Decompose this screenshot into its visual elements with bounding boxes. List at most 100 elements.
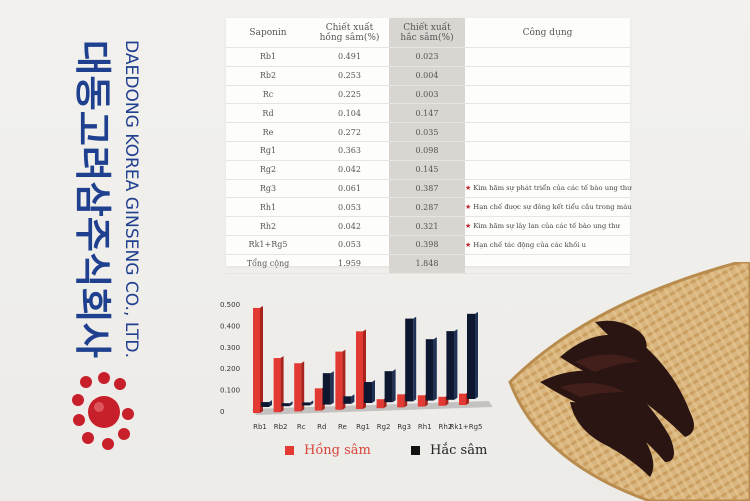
cell-hong: 0.491 <box>310 47 389 67</box>
table-row: Rg2 0.042 0.145 <box>226 160 630 180</box>
legend-label-hong: Hồng sâm <box>304 443 371 458</box>
cell-hac: 0.003 <box>389 85 465 105</box>
bar-hac-side <box>289 401 293 407</box>
table-row: Re 0.272 0.035 <box>226 122 630 142</box>
bar-hac-side <box>372 380 375 403</box>
cell-use <box>465 47 630 67</box>
legend-swatch-hong <box>285 446 294 455</box>
star-icon: ★ <box>465 240 472 249</box>
bar-hac <box>281 403 290 407</box>
bar-hong-side <box>342 349 346 410</box>
cell-use <box>465 85 630 105</box>
cell-hac: 0.147 <box>389 103 465 124</box>
cell-hac: 0.145 <box>389 160 465 180</box>
use-text: Hạn chế tác động của các khối u <box>473 240 586 249</box>
cell-hac: 0.398 <box>389 235 465 255</box>
bar-hong-side <box>301 361 305 412</box>
x-tick-label: Rb2 <box>274 423 288 431</box>
saponin-table-card: Saponin Chiết xuất hồng sâm(%) Chiết xuất… <box>226 18 632 274</box>
x-tick-label: Rb1 <box>253 423 267 431</box>
bar-hac <box>384 371 393 403</box>
use-text: Kìm hãm sự phát triển của các tế bào ung… <box>473 184 632 193</box>
y-tick-label: 0.300 <box>220 344 240 352</box>
bar-hong <box>438 396 446 406</box>
y-tick-label: 0.100 <box>220 387 240 395</box>
legend-swatch-hac <box>411 446 421 455</box>
cell-hong: 0.042 <box>310 160 389 180</box>
table-row: Rh1 0.053 0.287 ★ Hạn chế được sự đông kết t… <box>226 197 632 218</box>
header-hong: Chiết xuất hồng sâm(%) <box>310 18 389 48</box>
bar-hong <box>459 393 466 405</box>
cell-saponin: Rb2 <box>226 66 310 86</box>
bar-hong <box>253 307 260 413</box>
x-tick-label: Rh2 <box>439 423 453 431</box>
cell-hac: 0.321 <box>389 216 465 236</box>
table-total-row: Tổng cộng 1.959 1.848 <box>226 254 630 274</box>
cell-hong: 0.363 <box>310 141 389 161</box>
bar-hac-side <box>269 400 272 407</box>
cell-saponin: Rg1 <box>226 141 310 161</box>
bar-hong <box>294 363 302 412</box>
cell-use: ★ Kìm hãm sự lây lan của các tế bào ung t… <box>465 216 630 236</box>
cell-total-hong: 1.959 <box>310 254 389 274</box>
bar-hac <box>322 373 331 405</box>
star-icon: ★ <box>465 184 472 193</box>
y-tick-label: 0 <box>220 408 224 416</box>
cell-use <box>465 103 630 124</box>
cell-saponin: Re <box>226 122 310 142</box>
header-saponin: Saponin <box>226 18 310 48</box>
cell-use <box>465 160 630 180</box>
cell-saponin: Rg2 <box>226 160 310 180</box>
cell-hac: 0.098 <box>389 141 465 161</box>
x-tick-label: Rc <box>297 423 306 431</box>
x-tick-label: Rg1 <box>356 423 370 431</box>
bar-hac <box>446 331 455 400</box>
x-tick-label: Rd <box>317 423 326 431</box>
cell-saponin: Rc <box>226 85 310 105</box>
x-tick-label: Rk1+Rg5 <box>450 423 483 431</box>
table-row: Rb1 0.491 0.023 <box>226 47 630 67</box>
cell-use <box>465 122 630 142</box>
cell-use <box>465 141 630 161</box>
cell-hong: 0.061 <box>310 179 389 199</box>
cell-use: ★ Hạn chế được sự đông kết tiểu cầu trong… <box>465 197 632 218</box>
use-text: Hạn chế được sự đông kết tiểu cầu trong … <box>473 203 632 212</box>
bar-hac <box>302 402 311 406</box>
use-text: Kìm hãm sự lây lan của các tế bào ung th… <box>473 222 620 231</box>
cell-hac: 0.387 <box>389 179 465 199</box>
bar-hac <box>405 318 414 402</box>
y-tick-label: 0.400 <box>220 322 240 330</box>
table-row: Rg1 0.363 0.098 <box>226 141 630 161</box>
bar-hac-side <box>392 369 396 403</box>
cell-hac: 0.004 <box>389 66 465 86</box>
cell-hong: 0.042 <box>310 216 389 236</box>
bar-hong <box>397 394 405 408</box>
saponin-bar-chart: 0.500 0.400 0.300 0.200 0.100 0 Rb1 Rb2 Rc Rd Re Rg… <box>220 301 493 431</box>
cell-hong: 0.053 <box>310 235 389 255</box>
cell-use <box>465 66 630 86</box>
table-row: Rk1+Rg5 0.053 0.398 ★ Hạn chế tác động của c… <box>226 235 630 255</box>
star-icon: ★ <box>465 222 472 231</box>
cell-hong: 0.225 <box>310 85 389 105</box>
brand-logotype: 대동고려삼주식회사 DAEDONG KOREA GINSENG CO., LTD… <box>71 40 141 358</box>
cell-total-label: Tổng cộng <box>226 254 310 274</box>
x-tick-label: Rg2 <box>377 423 391 431</box>
cell-saponin: Rd <box>226 103 310 124</box>
table-header-row: Saponin Chiết xuất hồng sâm(%) Chiết xuất… <box>226 18 630 48</box>
legend-label-hac: Hắc sâm <box>430 443 488 458</box>
black-ginseng-basket-image <box>508 262 750 501</box>
bar-hac-side <box>330 371 334 405</box>
cell-saponin: Rb1 <box>226 47 310 67</box>
cell-hac: 0.023 <box>389 47 465 67</box>
x-tick-label: Rg3 <box>397 423 411 431</box>
bar-hong <box>376 399 384 409</box>
bar-hac <box>425 339 434 401</box>
bar-hac-side <box>310 400 314 406</box>
bar-hong <box>314 388 322 411</box>
table-row: Rc 0.225 0.003 <box>226 85 630 105</box>
cell-hong: 0.053 <box>310 197 389 218</box>
bar-hac-side <box>454 329 458 400</box>
brand-english-name: DAEDONG KOREA GINSENG CO., LTD. <box>121 40 141 358</box>
bar-hong <box>417 395 425 407</box>
brand-korean-name: 대동고려삼주식회사 <box>71 40 114 358</box>
